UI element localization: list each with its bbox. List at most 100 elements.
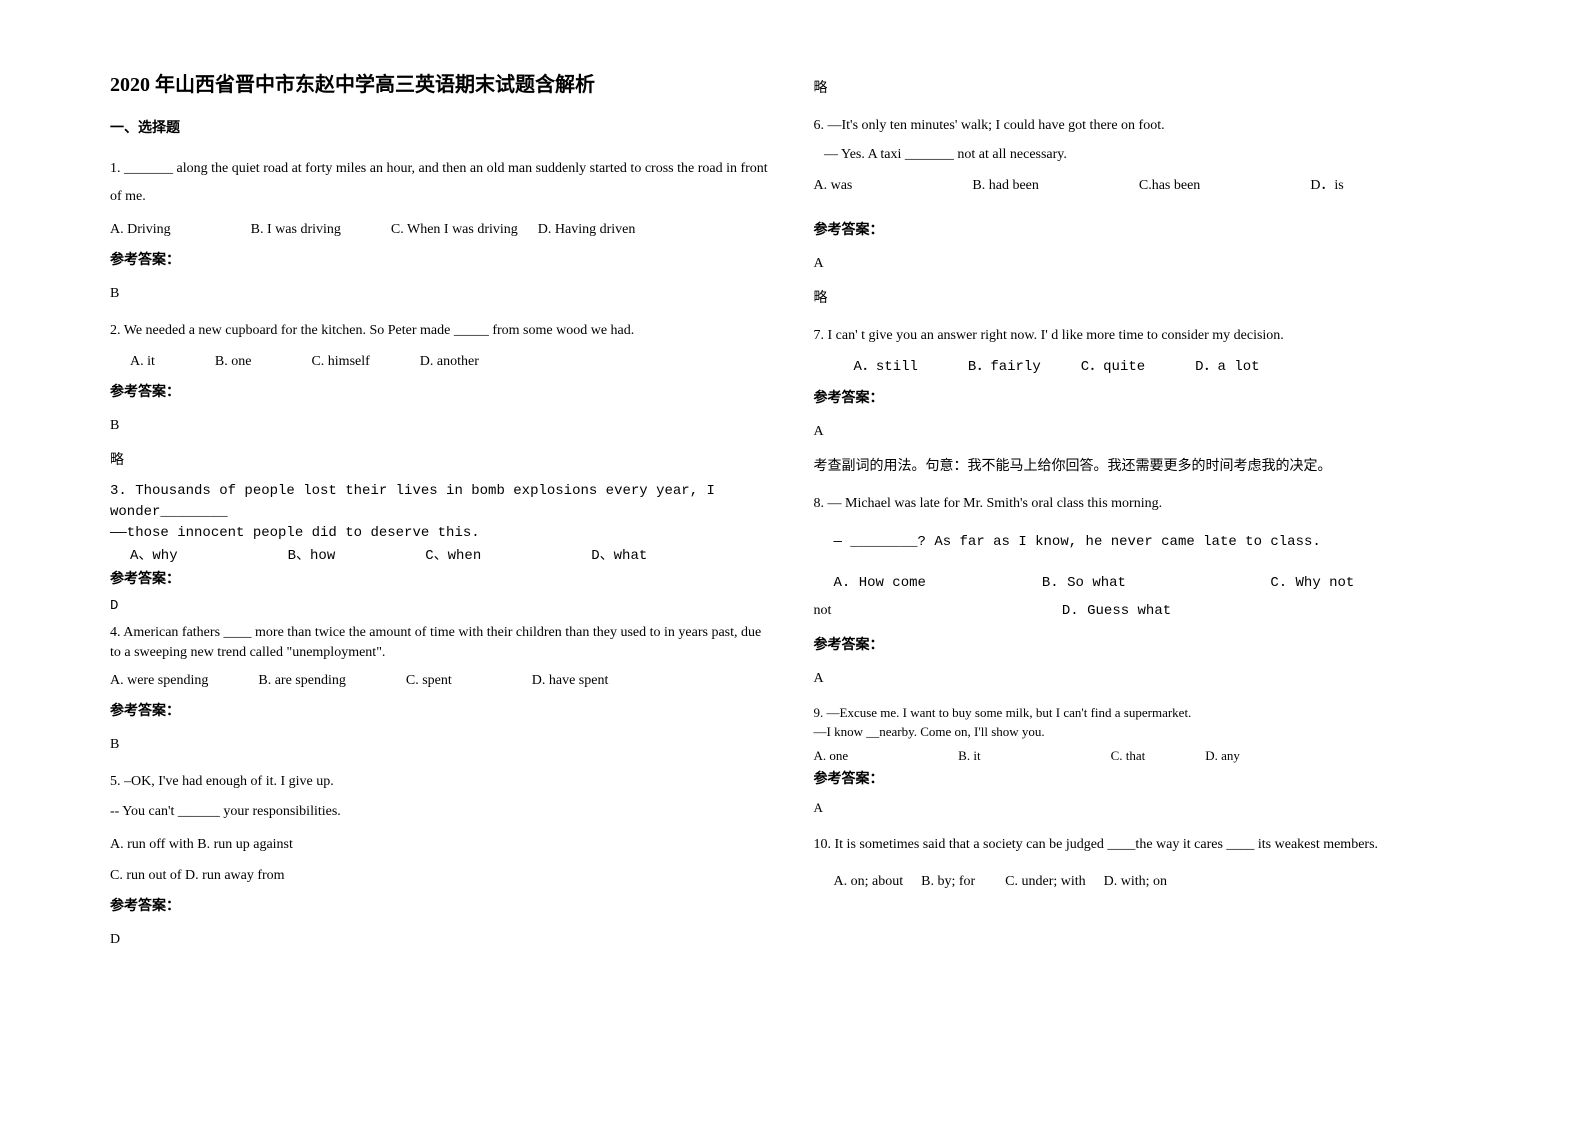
q7-opt-c: C．quite — [1081, 357, 1145, 378]
q9-line2: —I know __nearby. Come on, I'll show you… — [814, 722, 1478, 742]
q8-not: not — [814, 597, 1054, 625]
question-5: 5. –OK, I've had enough of it. I give up… — [110, 769, 774, 949]
q8-opt-c: C. Why not — [1270, 575, 1354, 591]
page: 2020 年山西省晋中市东赵中学高三英语期末试题含解析 一、选择题 1. ___… — [0, 0, 1587, 1122]
q7-answer-label: 参考答案： — [814, 388, 1478, 409]
q2-opt-d: D. another — [420, 351, 479, 372]
q9-line1: 9. —Excuse me. I want to buy some milk, … — [814, 703, 1478, 723]
q8-opt-a: A. How come — [814, 569, 1034, 597]
q8-opt-b: B. So what — [1042, 569, 1262, 597]
q3-options: A、why B、how C、when D、what — [110, 546, 774, 567]
question-6: 6. —It's only ten minutes' walk; I could… — [814, 113, 1478, 309]
question-8: 8. — Michael was late for Mr. Smith's or… — [814, 491, 1478, 689]
q4-answer: B — [110, 734, 774, 755]
q5-line2: -- You can't ______ your responsibilitie… — [110, 799, 774, 824]
page-title: 2020 年山西省晋中市东赵中学高三英语期末试题含解析 — [110, 70, 774, 100]
q5-answer-label: 参考答案： — [110, 896, 774, 917]
q1-options: A. Driving B. I was driving C. When I wa… — [110, 219, 774, 240]
q6-omit: 略 — [814, 288, 1478, 309]
q2-answer-label: 参考答案： — [110, 382, 774, 403]
q7-opt-d: D．a lot — [1195, 357, 1259, 378]
q4-options: A. were spending B. are spending C. spen… — [110, 670, 774, 691]
q8-line2: — ________? As far as I know, he never c… — [814, 530, 1478, 555]
q10-options: A. on; about B. by; for C. under; with D… — [814, 871, 1478, 892]
q5-opts-row1: A. run off with B. run up against — [110, 834, 774, 855]
q8-options: A. How come B. So what C. Why not not D.… — [814, 569, 1478, 625]
q8-answer: A — [814, 668, 1478, 689]
left-column: 2020 年山西省晋中市东赵中学高三英语期末试题含解析 一、选择题 1. ___… — [90, 70, 794, 1082]
q6-opt-d: D．is — [1310, 175, 1343, 196]
q6-answer: A — [814, 253, 1478, 274]
q6-line1: 6. —It's only ten minutes' walk; I could… — [814, 113, 1478, 138]
q10-opt-d: D. with; on — [1104, 871, 1167, 892]
q7-options: A．still B．fairly C．quite D．a lot — [814, 357, 1478, 378]
question-4: 4. American fathers ____ more than twice… — [110, 623, 774, 755]
q9-answer: A — [814, 798, 1478, 818]
q6-answer-label: 参考答案： — [814, 220, 1478, 241]
q5-line1: 5. –OK, I've had enough of it. I give up… — [110, 769, 774, 794]
q2-text: 2. We needed a new cupboard for the kitc… — [110, 318, 774, 343]
q9-opt-d: D. any — [1205, 746, 1240, 766]
q7-opt-a: A．still — [854, 357, 918, 378]
q1-opt-c: C. When I was driving — [391, 219, 518, 240]
q3-opt-a: A、why — [110, 546, 178, 567]
q1-answer: B — [110, 283, 774, 304]
q4-answer-label: 参考答案： — [110, 701, 774, 722]
top-omit: 略 — [814, 78, 1478, 99]
q2-options: A. it B. one C. himself D. another — [110, 351, 774, 372]
q9-opt-a: A. one — [814, 746, 849, 766]
q9-answer-label: 参考答案： — [814, 769, 1478, 790]
q4-text: 4. American fathers ____ more than twice… — [110, 623, 774, 662]
question-3: 3. Thousands of people lost their lives … — [110, 481, 774, 617]
q4-opt-b: B. are spending — [258, 670, 345, 691]
q6-opt-c: C.has been — [1139, 175, 1200, 196]
q1-answer-label: 参考答案： — [110, 250, 774, 271]
q3-opt-c: C、when — [425, 546, 481, 567]
q3-opt-b: B、how — [288, 546, 336, 567]
q1-text: 1. _______ along the quiet road at forty… — [110, 155, 774, 211]
q6-opt-a: A. was — [814, 175, 853, 196]
q2-opt-a: A. it — [130, 351, 155, 372]
section-heading: 一、选择题 — [110, 118, 774, 139]
q3-line2: ——those innocent people did to deserve t… — [110, 523, 774, 544]
q1-opt-a: A. Driving — [110, 219, 171, 240]
q9-opt-c: C. that — [1111, 746, 1146, 766]
q4-opt-a: A. were spending — [110, 670, 208, 691]
q1-opt-b: B. I was driving — [251, 219, 341, 240]
q9-options: A. one B. it C. that D. any — [814, 746, 1478, 766]
question-9: 9. —Excuse me. I want to buy some milk, … — [814, 703, 1478, 818]
q1-opt-d: D. Having driven — [538, 219, 636, 240]
question-7: 7. I can' t give you an answer right now… — [814, 323, 1478, 476]
q9-opt-b: B. it — [958, 746, 980, 766]
q5-answer: D — [110, 929, 774, 950]
q10-opt-c: C. under; with — [1005, 871, 1086, 892]
q3-opt-d: D、what — [591, 546, 647, 567]
q7-text: 7. I can' t give you an answer right now… — [814, 323, 1478, 348]
q8-answer-label: 参考答案： — [814, 635, 1478, 656]
q2-opt-b: B. one — [215, 351, 252, 372]
q10-opt-a: A. on; about — [834, 871, 904, 892]
q6-opt-b: B. had been — [972, 175, 1038, 196]
q2-answer: B — [110, 415, 774, 436]
question-1: 1. _______ along the quiet road at forty… — [110, 155, 774, 304]
right-column: 略 6. —It's only ten minutes' walk; I cou… — [794, 70, 1498, 1082]
q10-opt-b: B. by; for — [921, 871, 975, 892]
q7-opt-b: B．fairly — [968, 357, 1041, 378]
q5-opts-row2: C. run out of D. run away from — [110, 865, 774, 886]
q3-answer: D — [110, 596, 774, 617]
q6-line2: — Yes. A taxi _______ not at all necessa… — [814, 142, 1478, 167]
q3-answer-label: 参考答案： — [110, 569, 774, 590]
q8-opt-d: D. Guess what — [1062, 603, 1171, 619]
q7-explain: 考查副词的用法。句意：我不能马上给你回答。我还需要更多的时间考虑我的决定。 — [814, 456, 1478, 477]
q10-text: 10. It is sometimes said that a society … — [814, 832, 1478, 857]
q4-opt-d: D. have spent — [532, 670, 609, 691]
question-2: 2. We needed a new cupboard for the kitc… — [110, 318, 774, 471]
q6-options: A. was B. had been C.has been D．is — [814, 175, 1478, 196]
q7-answer: A — [814, 421, 1478, 442]
q2-omit: 略 — [110, 450, 774, 471]
q3-line1: 3. Thousands of people lost their lives … — [110, 481, 774, 523]
q2-opt-c: C. himself — [311, 351, 369, 372]
question-10: 10. It is sometimes said that a society … — [814, 832, 1478, 892]
q8-line1: 8. — Michael was late for Mr. Smith's or… — [814, 491, 1478, 516]
q4-opt-c: C. spent — [406, 670, 452, 691]
